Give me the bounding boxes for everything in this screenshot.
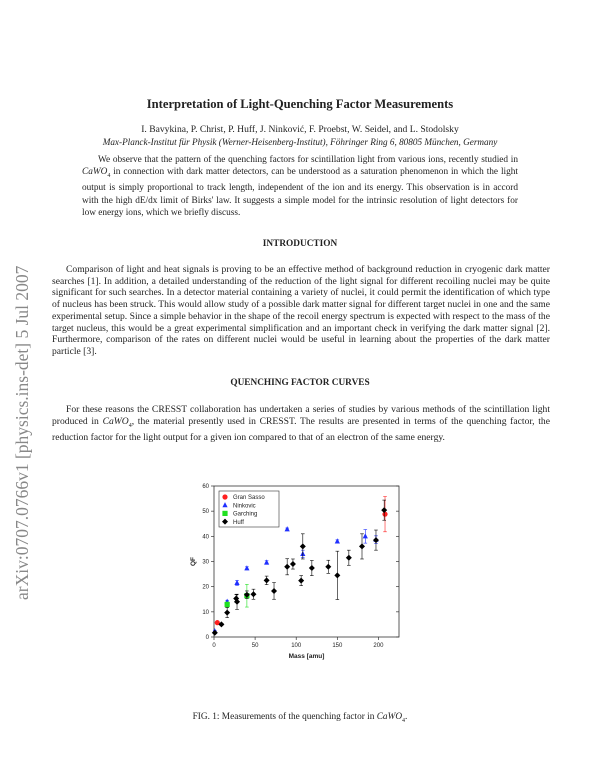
ninkovic-data-point xyxy=(264,559,270,565)
huff-data-point xyxy=(299,543,306,550)
huff-data-point xyxy=(359,543,365,550)
quenching-factor-chart: 0 50 100 150 200 0 10 20 30 40 50 60 Mass [amu] QF Gra… xyxy=(190,484,400,660)
ninkovic-data-point xyxy=(284,526,290,532)
gran-sasso-data-point xyxy=(382,511,388,517)
huff-data-point xyxy=(308,565,315,572)
x-tick-label: 0 xyxy=(212,643,216,649)
legend-label-ninkovic: Ninkovic xyxy=(233,503,256,509)
introduction-paragraph: Comparison of light and heat signals is … xyxy=(52,264,550,357)
huff-data-point xyxy=(263,577,270,584)
ninkovic-data-point xyxy=(244,565,250,571)
huff-data-point xyxy=(325,563,332,570)
formula-subscript: 4 xyxy=(402,717,406,724)
formula: CaWO xyxy=(376,712,403,722)
y-tick-label: 50 xyxy=(202,509,209,515)
ninkovic-data-point xyxy=(334,538,340,544)
legend-marker-garching xyxy=(222,510,228,516)
author-list: I. Bavykina, P. Christ, P. Huff, J. Nink… xyxy=(141,124,459,135)
caption-text: . xyxy=(405,712,408,722)
huff-data-point xyxy=(381,507,388,514)
legend-label-huff: Huff xyxy=(233,520,244,526)
section-heading-quenching-factor-curves: QUENCHING FACTOR CURVES xyxy=(230,378,370,388)
huff-data-point xyxy=(271,587,278,594)
y-tick-label: 40 xyxy=(202,534,209,540)
ninkovic-data-point xyxy=(234,579,240,585)
y-tick-label: 60 xyxy=(202,484,209,490)
huff-data-point xyxy=(250,591,257,598)
legend-marker-gran-sasso xyxy=(222,494,228,500)
legend-box xyxy=(218,490,280,528)
x-tick-label: 200 xyxy=(373,643,384,649)
x-tick-label: 150 xyxy=(332,643,343,649)
legend-marker-huff xyxy=(222,518,228,525)
legend-marker-ninkovic xyxy=(222,502,228,508)
y-axis-label: QF xyxy=(190,557,197,566)
formula-subscript: 4 xyxy=(107,173,111,180)
huff-data-point xyxy=(211,629,218,636)
huff-data-point xyxy=(243,591,250,598)
y-tick-label: 0 xyxy=(206,635,210,641)
section-heading-introduction: INTRODUCTION xyxy=(262,239,338,249)
gran-sasso-data-point xyxy=(214,620,220,626)
abstract-text: in connection with dark matter detectors… xyxy=(82,167,518,219)
paragraph-text: , the material presently used in CRESST.… xyxy=(52,415,550,444)
formula-subscript: 4 xyxy=(128,422,132,429)
x-axis-label: Mass [amu] xyxy=(289,653,325,660)
huff-data-point xyxy=(224,609,231,616)
x-tick-label: 50 xyxy=(252,643,259,649)
paragraph-text: For these reasons the CRESST collaborati… xyxy=(52,404,550,427)
huff-data-point xyxy=(372,537,379,544)
legend-label-gran-sasso: Gran Sasso xyxy=(233,495,265,501)
garching-data-point xyxy=(224,601,230,608)
huff-data-point xyxy=(298,577,305,584)
paper-title: Interpretation of Light-Quenching Factor… xyxy=(146,97,454,111)
y-tick-label: 10 xyxy=(202,610,209,616)
formula: CaWO xyxy=(82,167,108,178)
huff-data-point xyxy=(218,621,225,628)
figure-caption: FIG. 1: Measurements of the quenching fa… xyxy=(0,712,600,724)
huff-data-point xyxy=(234,598,241,605)
abstract: We observe that the pattern of the quenc… xyxy=(82,154,518,219)
ninkovic-data-point xyxy=(362,533,368,539)
huff-data-point xyxy=(289,561,296,568)
affiliation: Max-Planck-Institut für Physik (Werner-H… xyxy=(102,137,498,147)
huff-data-point xyxy=(345,554,352,561)
y-tick-label: 30 xyxy=(202,560,209,566)
legend-label-garching: Garching xyxy=(233,512,257,518)
abstract-text: We observe that the pattern of the quenc… xyxy=(98,155,518,165)
x-tick-label: 100 xyxy=(291,643,302,649)
huff-data-point xyxy=(284,563,291,570)
huff-data-point xyxy=(334,572,341,579)
formula: CaWO xyxy=(102,415,129,427)
caption-text: FIG. 1: Measurements of the quenching fa… xyxy=(192,712,377,722)
y-tick-label: 20 xyxy=(202,585,209,591)
quenching-paragraph: For these reasons the CRESST collaborati… xyxy=(52,404,550,444)
